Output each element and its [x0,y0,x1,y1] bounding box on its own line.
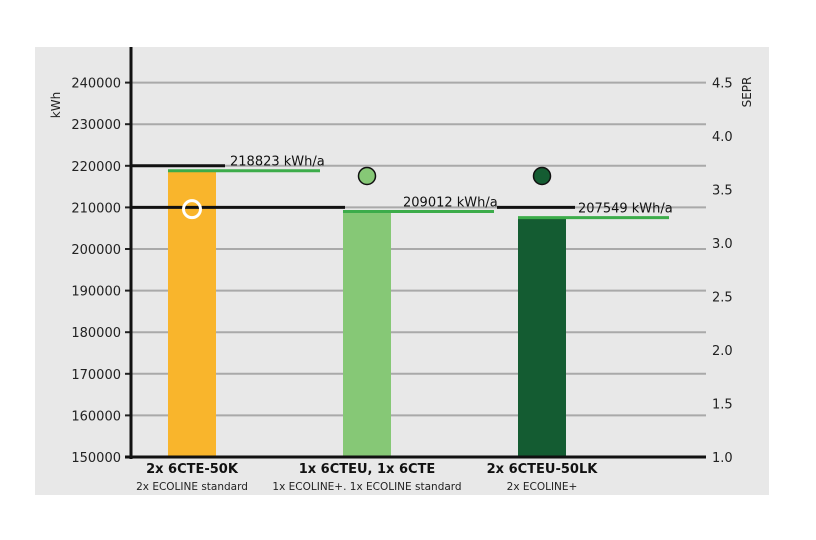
y2-tick-label: 4.5 [712,77,733,92]
category-sublabel: 2x ECOLINE standard [136,481,248,493]
y-tick-label: 200000 [71,243,121,258]
bar [168,170,216,457]
y2-tick-label: 3.5 [712,184,733,199]
y2-tick-label: 2.5 [712,291,733,306]
sepr-marker [357,166,377,186]
bar [343,211,391,457]
y-tick-label: 180000 [71,326,121,341]
sepr-marker [182,199,202,220]
y2-tick-label: 4.0 [712,130,733,145]
y2-tick-label: 3.0 [712,237,733,252]
category-label: 2x 6CTEU-50LK [487,462,599,477]
category-label: 1x 6CTEU, 1x 6CTE [299,462,436,477]
y-axis-title: kWh [49,92,63,118]
sepr-marker [532,166,552,186]
category-label: 2x 6CTE-50K [146,462,239,477]
value-label: 207549 kWh/a [578,202,673,217]
value-label: 218823 kWh/a [230,155,325,170]
y2-tick-label: 2.0 [712,344,733,359]
y-tick-label: 210000 [71,201,121,216]
value-label: 209012 kWh/a [403,196,498,211]
chart-panel [35,47,769,495]
y-tick-label: 190000 [71,285,121,300]
y-tick-label: 230000 [71,118,121,133]
y-tick-label: 220000 [71,160,121,175]
y2-tick-label: 1.5 [712,398,733,413]
y2-tick-label: 1.0 [712,451,733,466]
y-tick-label: 240000 [71,77,121,92]
category-sublabel: 2x ECOLINE+ [507,481,578,493]
y2-axis-title: SEPR [740,77,754,108]
category-sublabel: 1x ECOLINE+. 1x ECOLINE standard [272,481,461,493]
bar [518,217,566,457]
y-tick-label: 150000 [71,451,121,466]
y-tick-label: 170000 [71,368,121,383]
y-tick-label: 160000 [71,409,121,424]
